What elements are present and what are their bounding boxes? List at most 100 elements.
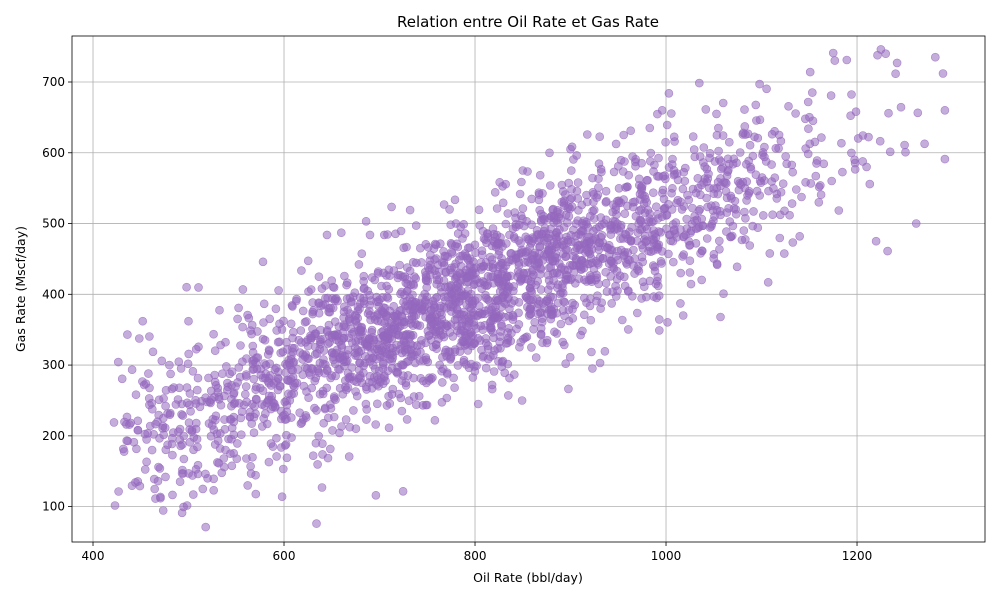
data-point: [752, 186, 762, 196]
data-point: [595, 132, 605, 141]
data-point: [559, 236, 569, 246]
data-point: [600, 346, 610, 356]
data-point: [620, 157, 629, 166]
data-point: [397, 360, 406, 369]
data-point: [193, 442, 202, 452]
data-point: [312, 519, 321, 528]
data-point: [322, 230, 332, 240]
data-point: [619, 130, 629, 140]
data-point: [568, 313, 578, 323]
data-point: [148, 404, 157, 414]
data-point: [302, 317, 311, 326]
data-point: [645, 123, 655, 133]
data-point: [481, 293, 491, 303]
data-point: [685, 240, 695, 250]
data-point: [238, 322, 247, 332]
data-point: [518, 204, 528, 213]
data-point: [430, 415, 440, 425]
data-point: [480, 320, 490, 330]
data-point: [881, 49, 891, 59]
data-point: [560, 311, 569, 321]
data-point: [769, 184, 778, 193]
data-point: [466, 359, 476, 369]
data-point: [330, 317, 340, 327]
data-point: [191, 399, 201, 408]
data-point: [631, 155, 641, 164]
data-point: [395, 260, 404, 270]
data-point: [595, 358, 605, 368]
data-point: [234, 363, 244, 372]
data-point: [281, 440, 291, 449]
data-point: [353, 351, 362, 361]
data-point: [585, 301, 595, 311]
data-point: [241, 370, 251, 379]
data-point: [493, 344, 502, 353]
data-point: [448, 332, 458, 341]
data-point: [622, 259, 632, 269]
data-point: [246, 461, 255, 471]
data-point: [209, 329, 218, 339]
data-point: [462, 291, 471, 301]
data-point: [553, 280, 563, 290]
data-point: [801, 144, 811, 153]
data-point: [718, 98, 728, 108]
data-point: [548, 257, 558, 266]
data-point: [505, 230, 514, 240]
data-point: [488, 263, 498, 273]
data-point: [446, 220, 456, 229]
data-point: [763, 277, 773, 287]
data-point: [654, 326, 664, 335]
data-point: [175, 477, 185, 487]
data-point: [201, 469, 210, 479]
data-point: [234, 303, 243, 313]
data-point: [647, 217, 656, 227]
data-point: [140, 465, 150, 474]
data-point: [183, 359, 193, 369]
data-point: [685, 268, 695, 277]
data-point: [565, 352, 575, 362]
data-point: [157, 356, 167, 366]
data-point: [614, 226, 624, 235]
data-point: [168, 450, 177, 460]
data-point: [198, 484, 208, 494]
data-point: [382, 292, 392, 302]
data-point: [185, 389, 195, 398]
data-point: [609, 167, 619, 177]
data-point: [515, 189, 525, 199]
data-point: [201, 522, 210, 532]
data-point: [320, 404, 330, 414]
data-point: [423, 242, 433, 252]
data-point: [303, 353, 312, 363]
data-point: [314, 272, 324, 282]
data-point: [463, 346, 473, 355]
data-point: [280, 415, 290, 424]
data-point: [430, 239, 440, 249]
data-point: [776, 136, 786, 146]
data-point: [188, 366, 198, 376]
data-point: [326, 303, 335, 313]
data-point: [579, 238, 589, 248]
data-point: [278, 464, 288, 474]
data-point: [542, 296, 552, 306]
data-point: [359, 361, 368, 371]
data-point: [295, 408, 305, 418]
data-point: [718, 131, 728, 140]
data-point: [523, 167, 532, 176]
data-point: [337, 422, 346, 431]
x-axis-label: Oil Rate (bbl/day): [473, 570, 583, 585]
data-point: [218, 369, 227, 379]
data-point: [206, 431, 216, 441]
data-point: [693, 174, 703, 183]
data-point: [246, 469, 256, 478]
data-point: [230, 398, 240, 408]
data-point: [664, 89, 674, 98]
data-point: [242, 354, 251, 363]
data-point: [424, 330, 434, 340]
data-point: [421, 400, 431, 410]
data-point: [649, 246, 658, 255]
data-point: [400, 290, 409, 300]
data-point: [741, 160, 751, 169]
data-point: [586, 315, 596, 325]
data-point: [204, 373, 213, 383]
data-point: [670, 137, 679, 146]
